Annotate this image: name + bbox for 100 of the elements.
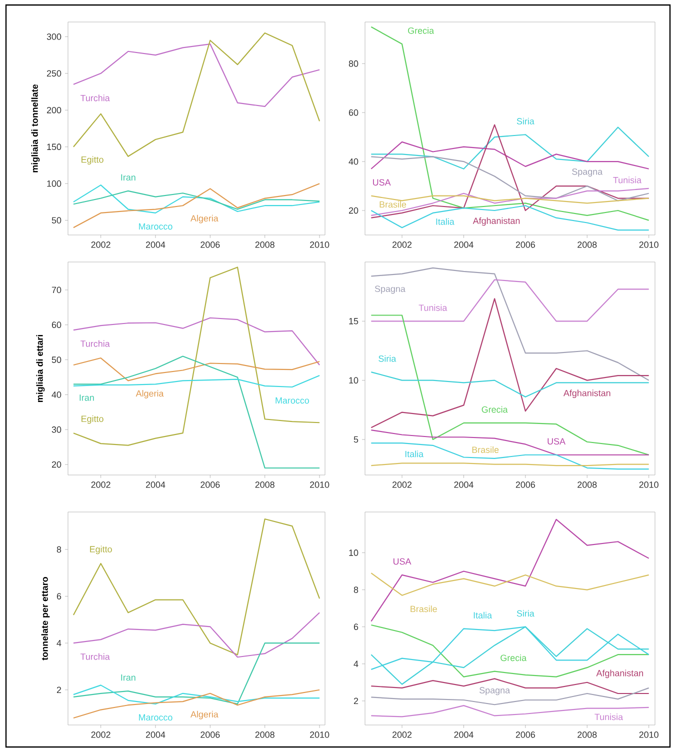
x-tick-label: 2006 (516, 482, 535, 488)
y-tick-label: 250 (46, 70, 62, 77)
x-tick-label: 2002 (91, 242, 110, 248)
line-series (72, 32, 320, 157)
series-label: Algeria (190, 710, 218, 720)
y-tick-label: 2 (354, 698, 358, 704)
x-tick-label: 2002 (392, 482, 412, 488)
series-label: Brasile (380, 201, 406, 208)
series-label: Siria (516, 118, 534, 124)
line-series (72, 184, 320, 214)
series-label: Tunisia (594, 714, 624, 720)
line-series (72, 266, 320, 446)
x-tick-label: 2006 (516, 242, 535, 248)
series-label: Spagna (374, 286, 406, 294)
y-tick-label: 4 (354, 660, 358, 667)
y-tick-label: 50 (52, 356, 62, 363)
x-tick-label: 2004 (146, 482, 166, 488)
x-tick-label: 2006 (200, 482, 220, 488)
series-label: Turchia (80, 94, 110, 102)
series-label: Afghanistan (596, 670, 644, 678)
y-tick-label: 2 (56, 686, 62, 694)
series-label: Afghanistan (472, 217, 520, 226)
series-label: USA (373, 179, 391, 186)
x-tick-label: 2006 (200, 732, 220, 738)
series-label: Grecia (482, 406, 508, 413)
series-label: Spagna (572, 168, 603, 177)
y-tick-label: 20 (52, 461, 62, 468)
series-label: Marocco (139, 223, 172, 230)
line-series (370, 518, 650, 622)
line-series (72, 183, 320, 228)
y-axis-title: tonnelate per ettaro (41, 577, 50, 660)
y-tick-label: 6 (354, 624, 358, 630)
y-axis-title: migliaia di tonnellate (31, 84, 40, 172)
series-label: Afghanistan (563, 390, 610, 398)
x-tick-label: 2010 (310, 242, 330, 248)
y-tick-label: 6 (56, 593, 62, 600)
x-tick-label: 2006 (516, 732, 535, 738)
series-label: Brasile (472, 446, 499, 453)
series-label: Spagna (480, 687, 510, 696)
x-tick-label: 2010 (310, 732, 330, 738)
x-tick-label: 2004 (454, 482, 474, 488)
line-series (72, 357, 320, 382)
x-tick-label: 2002 (392, 242, 412, 248)
series-label: Algeria (190, 214, 218, 224)
series-label: Iran (121, 174, 136, 181)
y-tick-label: 60 (348, 109, 358, 116)
series-label: Algeria (136, 390, 164, 398)
series-label: Turchia (80, 340, 110, 347)
series-label: Iran (121, 674, 136, 681)
line-series (72, 689, 320, 719)
line-series (370, 678, 650, 694)
series-label: Turchia (80, 653, 110, 660)
x-tick-label: 2004 (146, 732, 166, 738)
line-series (72, 317, 320, 366)
line-series (370, 626, 650, 685)
x-tick-label: 2010 (639, 482, 658, 488)
y-tick-label: 20 (348, 207, 358, 214)
line-series (370, 624, 650, 678)
line-series (72, 612, 320, 658)
line-series (370, 267, 650, 381)
series-label: Grecia (408, 27, 434, 34)
y-tick-label: 40 (52, 392, 62, 398)
series-label: Marocco (139, 714, 172, 721)
y-tick-label: 8 (56, 546, 62, 553)
y-tick-label: 200 (46, 106, 62, 114)
x-tick-label: 2008 (578, 732, 597, 738)
series-label: Iran (80, 394, 94, 401)
y-tick-label: 150 (47, 144, 62, 150)
x-tick-label: 2002 (392, 732, 412, 738)
x-tick-label: 2008 (578, 482, 597, 488)
x-tick-label: 2004 (146, 242, 166, 248)
line-series (370, 124, 650, 218)
y-tick-label: 8 (354, 586, 358, 593)
y-tick-label: 60 (52, 322, 62, 328)
line-series (370, 188, 650, 216)
line-series (370, 298, 650, 428)
series-label: Siria (516, 610, 534, 617)
x-tick-label: 2010 (639, 732, 658, 738)
y-axis-title: migliaia di ettari (36, 335, 45, 402)
y-tick-label: 10 (349, 550, 358, 556)
x-tick-label: 2010 (639, 242, 658, 248)
series-label: Tunisia (418, 304, 448, 311)
x-tick-label: 2006 (200, 242, 220, 248)
x-tick-label: 2002 (91, 482, 110, 488)
x-tick-label: 2008 (578, 242, 597, 248)
y-tick-label: 5 (354, 436, 358, 443)
y-tick-label: 4 (56, 640, 62, 646)
y-tick-label: 30 (52, 426, 62, 433)
line-series (370, 126, 650, 170)
series-label: Grecia (500, 654, 527, 662)
series-label: Brasile (410, 606, 437, 612)
line-series (370, 687, 650, 706)
x-tick-label: 2008 (255, 482, 274, 488)
y-tick-label: 70 (52, 286, 62, 294)
y-tick-label: 15 (349, 318, 358, 324)
series-label: Italia (474, 612, 492, 618)
x-tick-label: 2004 (454, 242, 474, 248)
series-label: Egitto (82, 156, 104, 165)
y-tick-label: 100 (47, 180, 62, 187)
y-tick-label: 300 (46, 34, 62, 40)
